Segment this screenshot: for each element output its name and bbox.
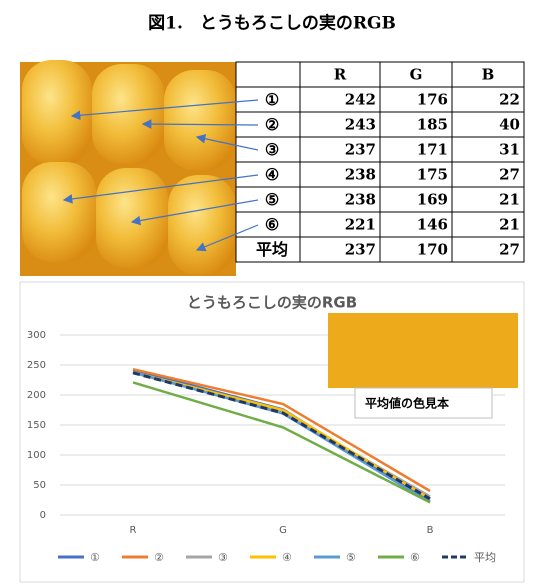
table-cell: 169 — [417, 191, 448, 209]
row-label: 平均 — [256, 240, 288, 259]
table-cell: 175 — [417, 166, 448, 184]
legend-label: ⑥ — [410, 551, 420, 564]
column-header: B — [482, 66, 495, 84]
table-cell: 242 — [345, 91, 376, 109]
series-line — [132, 367, 431, 493]
arrow — [195, 224, 259, 252]
column-header: R — [334, 66, 347, 84]
legend-label: ③ — [218, 551, 228, 564]
row-label: ① — [265, 90, 279, 109]
column-header: G — [410, 66, 423, 84]
table-cell: 185 — [417, 116, 448, 134]
chart: 0 50 100 150 200 250 300 R G B 平均値の色見本 ① ② ③ ④ ⑤ ⑥ 平均 — [27, 313, 518, 564]
table-cell: 238 — [345, 166, 376, 184]
y-tick-label: 150 — [27, 420, 46, 431]
legend-label: ② — [154, 551, 164, 564]
rgb-table: R G B ① 242 176 22 ② 243 185 40 ③ 237 171 31 ④ 238 175 27 ⑤… — [235, 61, 525, 263]
arrows — [62, 99, 259, 252]
table-cell: 237 — [345, 141, 376, 159]
swatch-label: 平均値の色見本 — [365, 396, 449, 411]
table-cell: 27 — [499, 166, 520, 184]
legend-label: ① — [90, 551, 100, 564]
chart-title: とうもろこしの実のRGB — [187, 294, 357, 312]
y-tick-label: 0 — [40, 510, 46, 521]
arrow — [130, 199, 259, 226]
row-label: ② — [265, 115, 279, 134]
row-label: ③ — [265, 140, 279, 159]
table-cell: 146 — [417, 216, 448, 234]
table-cell: 221 — [345, 216, 376, 234]
table-cell: 31 — [499, 141, 520, 159]
legend-label: ⑤ — [346, 551, 356, 564]
arrow — [62, 174, 259, 204]
figure-title: 図1. とうもろこしの実のRGB — [148, 13, 396, 34]
legend-label: 平均 — [474, 551, 496, 564]
series-line — [132, 371, 431, 501]
table-cell: 170 — [417, 241, 448, 259]
y-tick-label: 300 — [27, 330, 46, 341]
table-cell: 21 — [499, 191, 520, 209]
table-cell: 238 — [345, 191, 376, 209]
x-tick-label: R — [130, 525, 137, 536]
y-tick-label: 100 — [27, 450, 46, 461]
row-label: ⑥ — [265, 215, 279, 234]
y-tick-label: 200 — [27, 390, 46, 401]
table-cell: 237 — [345, 241, 376, 259]
arrow — [195, 134, 259, 151]
table-cell: 171 — [417, 141, 448, 159]
row-label: ④ — [265, 165, 279, 184]
swatch-label-box — [354, 387, 493, 419]
series-line — [132, 381, 431, 504]
table-cell: 21 — [499, 216, 520, 234]
table-cell: 40 — [499, 116, 520, 134]
arrow — [70, 99, 259, 121]
arrow — [141, 119, 259, 129]
y-tick-label: 50 — [33, 480, 46, 491]
x-tick-label: B — [427, 525, 434, 536]
table-cell: 27 — [499, 241, 520, 259]
table-cell: 243 — [345, 116, 376, 134]
y-tick-label: 250 — [27, 360, 46, 371]
color-swatch — [328, 313, 518, 388]
row-label: ⑤ — [265, 190, 279, 209]
table-cell: 176 — [417, 91, 448, 109]
corn-photo — [20, 60, 236, 276]
legend-label: ④ — [282, 551, 292, 564]
table-cell: 22 — [499, 91, 520, 109]
x-tick-label: G — [279, 525, 287, 536]
